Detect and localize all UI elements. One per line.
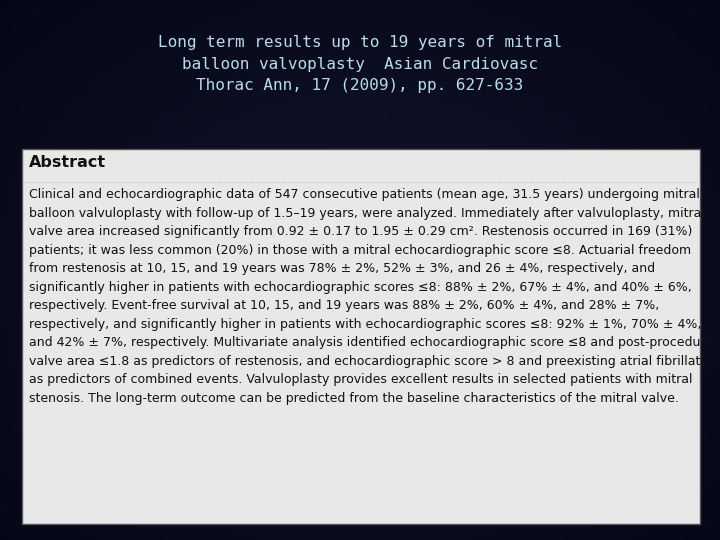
Text: Long term results up to 19 years of mitral
balloon valvoplasty  Asian Cardiovasc: Long term results up to 19 years of mitr… (158, 35, 562, 93)
Text: Abstract: Abstract (29, 155, 106, 170)
FancyBboxPatch shape (22, 148, 700, 524)
Text: Clinical and echocardiographic data of 547 consecutive patients (mean age, 31.5 : Clinical and echocardiographic data of 5… (29, 188, 719, 405)
